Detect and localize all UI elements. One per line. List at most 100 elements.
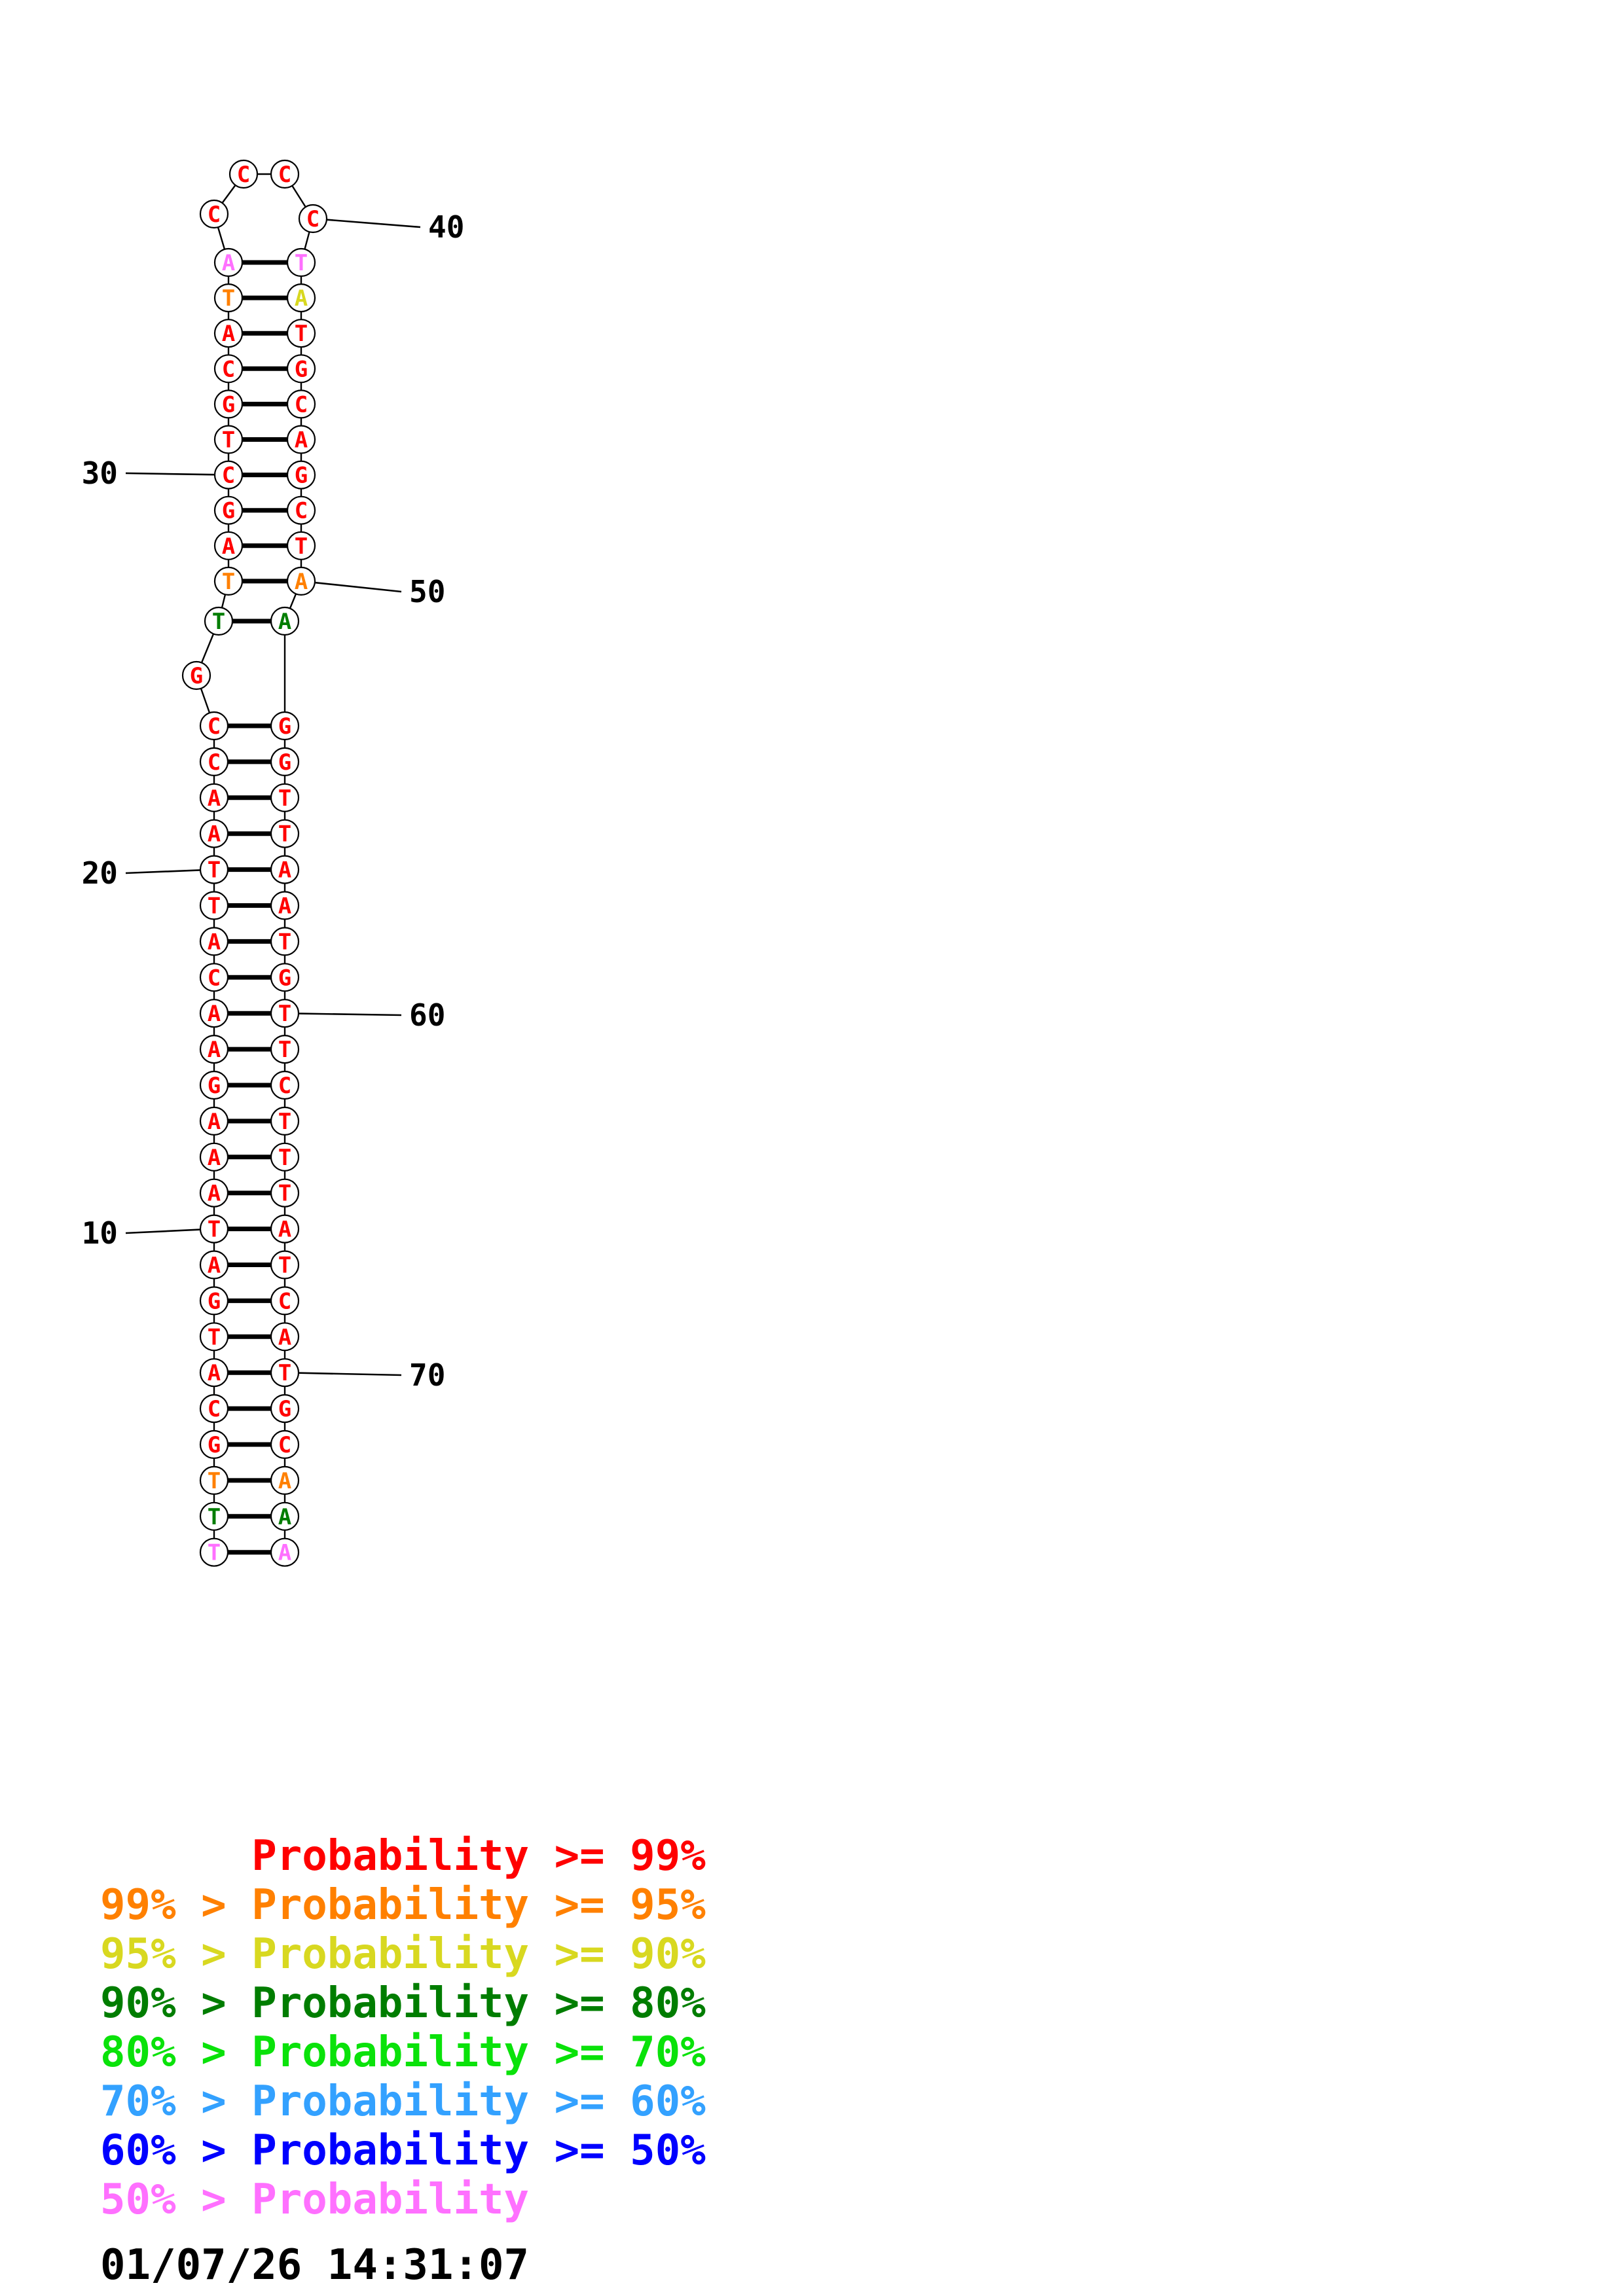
nucleotide-circle (228, 159, 259, 189)
timestamp: 01/07/26 14:31:07 (100, 2241, 530, 2289)
nucleotide-circle (213, 566, 244, 596)
nucleotide-circle (270, 927, 300, 956)
nucleotide-circle (213, 460, 244, 490)
nucleotide-circle (199, 819, 229, 848)
nucleotide-38: C (228, 159, 259, 189)
nucleotide-circle (286, 566, 316, 596)
nucleotide-circle (199, 1178, 229, 1208)
nucleotide-48: C (286, 495, 316, 525)
nucleotide-base: T (278, 929, 291, 955)
label-leader-line (125, 472, 229, 476)
position-label: 50 (409, 574, 445, 609)
nucleotide-base: A (222, 250, 235, 276)
nucleotide-23: C (199, 747, 229, 777)
nucleotide-base: T (278, 1253, 291, 1279)
nucleotide-10: T (199, 1214, 229, 1244)
nucleotide-9: A (199, 1250, 229, 1280)
nucleotide-53: G (270, 747, 300, 777)
nucleotide-circle (286, 389, 316, 419)
legend-line: 50% > Probability (100, 2176, 530, 2224)
nucleotide-circle (199, 1322, 229, 1352)
nucleotide-base: A (208, 929, 221, 955)
nucleotide-circle (199, 1465, 229, 1495)
nucleotide-4: G (199, 1429, 229, 1460)
nucleotide-60: T (270, 999, 300, 1028)
nucleotide-56: A (270, 855, 300, 884)
nucleotide-base: G (278, 1396, 291, 1422)
nucleotide-1: T (199, 1537, 229, 1567)
nucleotide-circle (199, 199, 229, 229)
nucleotide-27: T (213, 566, 244, 596)
nucleotide-circle (270, 606, 300, 636)
nucleotide-circle (270, 1214, 300, 1244)
nucleotide-circle (286, 319, 316, 348)
nucleotide-base: G (278, 713, 291, 740)
nucleotide-base: G (295, 356, 308, 382)
nucleotide-base: T (208, 1217, 221, 1243)
nucleotide-51: A (270, 606, 300, 636)
label-leader-line (284, 1371, 402, 1376)
nucleotide-base: A (278, 1504, 291, 1530)
nucleotide-circle (270, 963, 300, 992)
nucleotide-circle (270, 711, 300, 741)
nucleotide-base: A (208, 1109, 221, 1135)
nucleotide-circle (199, 963, 229, 992)
nucleotide-69: A (270, 1322, 300, 1352)
nucleotide-71: G (270, 1394, 300, 1424)
nucleotide-3: T (199, 1465, 229, 1495)
nucleotide-base: C (208, 749, 221, 776)
nucleotide-12: A (199, 1142, 229, 1172)
nucleotide-base: T (295, 533, 308, 560)
nucleotide-circle (213, 531, 244, 560)
nucleotide-circle (270, 999, 300, 1028)
nucleotide-circle (213, 495, 244, 525)
nucleotide-21: A (199, 819, 229, 848)
nucleotide-circle (270, 1286, 300, 1316)
nucleotide-49: T (286, 531, 316, 560)
nucleotide-base: G (222, 391, 235, 418)
nucleotide-base: T (278, 1001, 291, 1027)
nucleotide-base: A (295, 569, 308, 595)
nucleotide-base: C (208, 1396, 221, 1422)
nucleotide-6: A (199, 1358, 229, 1388)
label-leader-line (284, 1012, 402, 1016)
nucleotide-circle (199, 783, 229, 812)
nucleotide-circle (270, 1142, 300, 1172)
nucleotide-circle (199, 711, 229, 741)
nucleotide-7: T (199, 1322, 229, 1352)
nucleotide-base: A (278, 893, 291, 920)
nucleotide-circle (199, 1070, 229, 1100)
nucleotide-circle (270, 1322, 300, 1352)
nucleotide-13: A (199, 1106, 229, 1136)
nucleotide-67: T (270, 1250, 300, 1280)
nucleotide-62: C (270, 1070, 300, 1100)
nucleotide-base: A (278, 1324, 291, 1350)
nucleotide-65: T (270, 1178, 300, 1208)
nucleotide-34: A (213, 319, 244, 348)
nucleotide-base: C (208, 965, 221, 991)
position-label: 10 (82, 1215, 118, 1251)
nucleotide-base: G (295, 463, 308, 489)
nucleotide-29: G (213, 495, 244, 525)
nucleotide-18: A (199, 927, 229, 956)
nucleotide-base: T (295, 250, 308, 276)
nucleotide-base: A (278, 1217, 291, 1243)
nucleotide-base: T (278, 821, 291, 848)
position-labels: 10 20 30 40 50 60 70 (82, 209, 465, 1393)
nucleotide-base: T (212, 609, 225, 635)
nucleotide-25: G (181, 660, 211, 691)
nucleotide-circle (270, 1250, 300, 1280)
nucleotide-45: C (286, 389, 316, 419)
nucleotide-base: A (295, 427, 308, 454)
nucleotide-19: T (199, 891, 229, 920)
nucleotide-circle (270, 1501, 300, 1531)
legend-line: 80% > Probability >= 70% (100, 2028, 706, 2077)
nucleotide-base: T (222, 569, 235, 595)
position-label: 30 (82, 456, 118, 491)
nucleotide-base: C (278, 162, 291, 188)
nucleotide-base: G (278, 749, 291, 776)
nucleotide-base: A (208, 785, 221, 812)
label-leader-line (125, 1228, 215, 1234)
nucleotide-20: T (199, 855, 229, 884)
